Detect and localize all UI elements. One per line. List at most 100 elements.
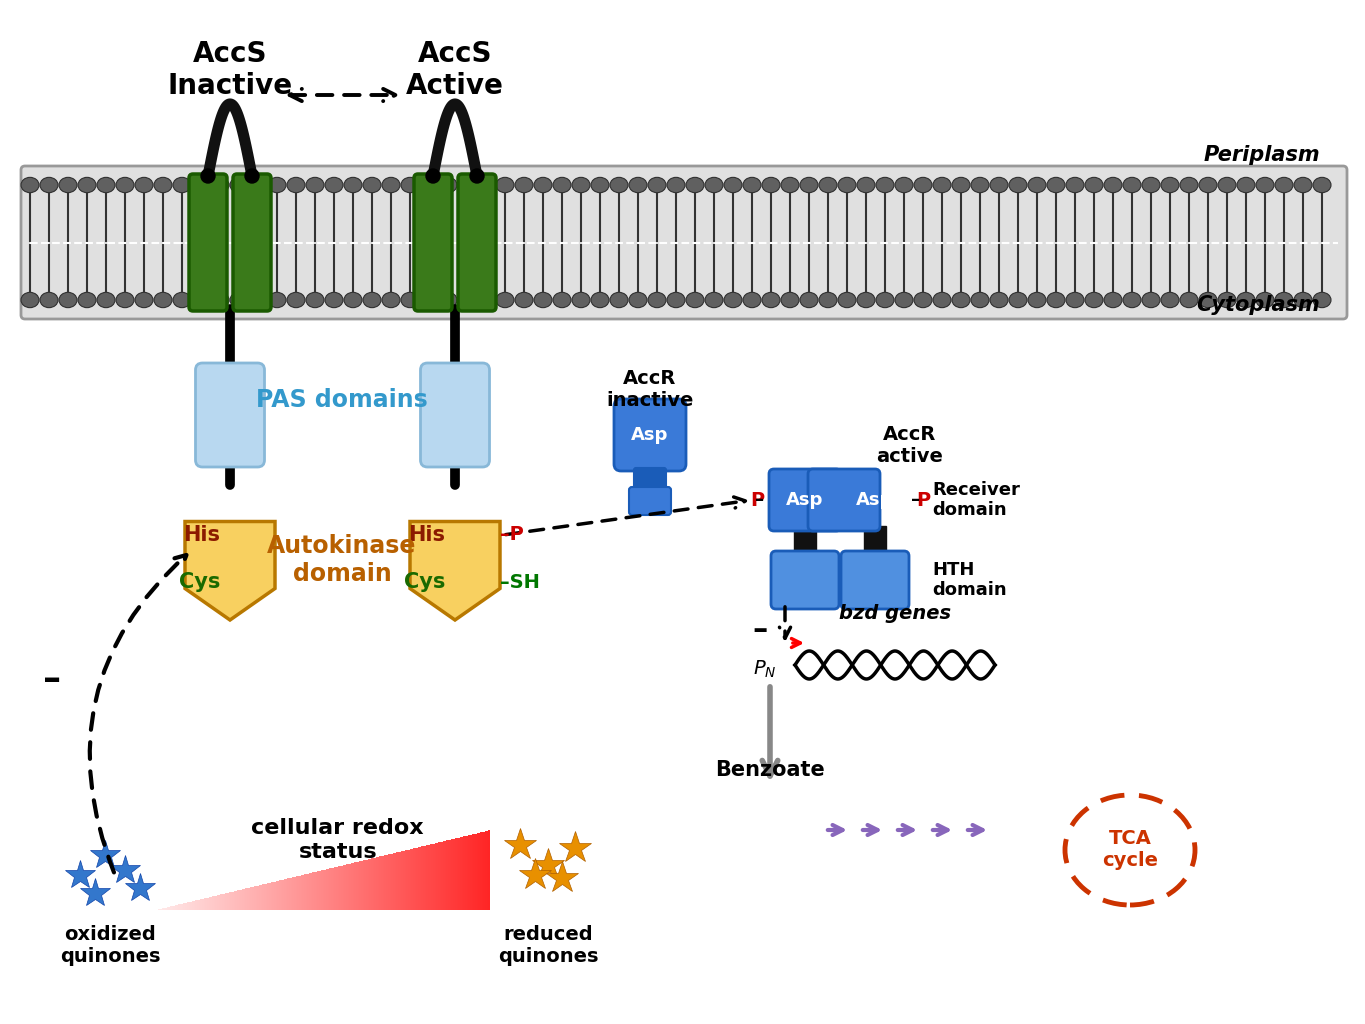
Ellipse shape	[610, 177, 628, 193]
Ellipse shape	[553, 292, 571, 307]
Bar	[363, 860, 364, 910]
Bar	[344, 865, 345, 910]
Bar	[261, 885, 262, 910]
Bar	[463, 837, 465, 910]
Bar	[349, 863, 351, 910]
Bar	[416, 848, 418, 910]
Ellipse shape	[325, 292, 343, 307]
Bar	[364, 860, 366, 910]
FancyBboxPatch shape	[768, 469, 841, 531]
Bar	[242, 889, 244, 910]
Ellipse shape	[1104, 292, 1122, 307]
Bar	[182, 903, 183, 910]
Bar	[311, 872, 313, 910]
Bar	[235, 891, 238, 910]
Ellipse shape	[515, 177, 532, 193]
FancyBboxPatch shape	[771, 551, 839, 609]
Bar	[351, 863, 352, 910]
Bar	[336, 866, 337, 910]
Ellipse shape	[591, 292, 609, 307]
Ellipse shape	[629, 177, 647, 193]
Bar	[438, 843, 440, 910]
Ellipse shape	[951, 292, 971, 307]
Ellipse shape	[1237, 292, 1254, 307]
Bar	[173, 905, 175, 910]
Ellipse shape	[876, 177, 894, 193]
Ellipse shape	[838, 177, 856, 193]
FancyBboxPatch shape	[864, 526, 886, 558]
Ellipse shape	[1218, 292, 1235, 307]
Bar	[382, 856, 385, 910]
Bar	[419, 847, 422, 910]
Text: Asp: Asp	[631, 426, 669, 444]
Bar	[272, 882, 274, 910]
Bar	[385, 855, 386, 910]
Bar	[470, 835, 471, 910]
Bar	[441, 842, 444, 910]
FancyBboxPatch shape	[808, 469, 880, 531]
Text: –SH: –SH	[500, 572, 541, 592]
Bar	[487, 830, 489, 910]
Bar	[300, 876, 303, 910]
Bar	[476, 834, 478, 910]
Bar	[478, 833, 480, 910]
Text: oxidized
quinones: oxidized quinones	[60, 925, 160, 966]
Ellipse shape	[1275, 292, 1293, 307]
Ellipse shape	[1085, 177, 1103, 193]
Bar	[348, 864, 349, 910]
Ellipse shape	[1047, 292, 1065, 307]
Ellipse shape	[800, 292, 818, 307]
Bar	[187, 902, 188, 910]
Ellipse shape	[1009, 177, 1026, 193]
Bar	[266, 884, 268, 910]
Bar	[313, 872, 314, 910]
Text: –: –	[755, 490, 764, 509]
Text: His: His	[408, 525, 445, 545]
Ellipse shape	[971, 177, 990, 193]
Bar	[434, 843, 437, 910]
Bar	[319, 870, 321, 910]
Ellipse shape	[1218, 177, 1235, 193]
Bar	[293, 877, 296, 910]
Ellipse shape	[40, 292, 57, 307]
Bar	[468, 836, 470, 910]
Ellipse shape	[1313, 292, 1331, 307]
Ellipse shape	[212, 177, 229, 193]
Bar	[194, 901, 195, 910]
Text: His: His	[183, 525, 220, 545]
Ellipse shape	[648, 292, 666, 307]
Bar	[429, 845, 430, 910]
Ellipse shape	[553, 177, 571, 193]
Ellipse shape	[1294, 177, 1312, 193]
FancyBboxPatch shape	[794, 526, 816, 558]
Bar	[268, 883, 269, 910]
Bar	[274, 882, 276, 910]
Bar	[276, 882, 277, 910]
Ellipse shape	[97, 177, 115, 193]
Ellipse shape	[401, 292, 419, 307]
Text: Autokinase
domain: Autokinase domain	[268, 535, 416, 586]
Ellipse shape	[268, 292, 287, 307]
Ellipse shape	[173, 292, 191, 307]
Bar	[263, 884, 266, 910]
Ellipse shape	[363, 177, 381, 193]
Ellipse shape	[704, 292, 723, 307]
Text: Benzoate: Benzoate	[715, 760, 824, 780]
Ellipse shape	[971, 292, 990, 307]
Ellipse shape	[287, 177, 304, 193]
Bar	[201, 899, 202, 910]
Bar	[238, 891, 239, 910]
Bar	[388, 854, 389, 910]
Bar	[480, 833, 482, 910]
Ellipse shape	[1066, 292, 1084, 307]
Ellipse shape	[1275, 177, 1293, 193]
Text: Cys: Cys	[179, 572, 220, 592]
Bar	[257, 886, 259, 910]
Bar	[188, 902, 190, 910]
Bar	[352, 863, 355, 910]
Bar	[198, 900, 201, 910]
Ellipse shape	[459, 292, 476, 307]
Ellipse shape	[1123, 177, 1141, 193]
Ellipse shape	[306, 177, 324, 193]
Bar	[482, 831, 483, 910]
